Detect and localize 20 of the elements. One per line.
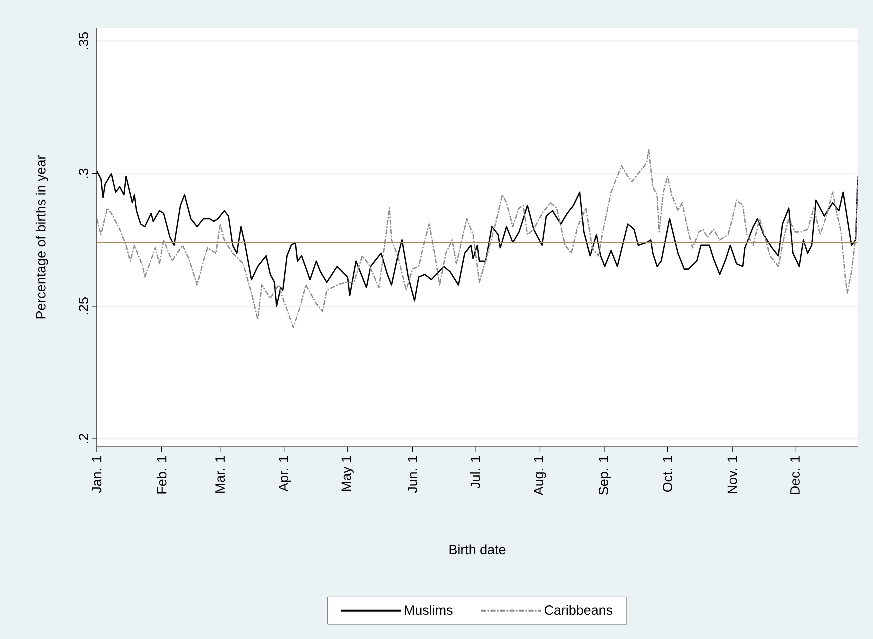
legend-label: Muslims <box>405 605 453 616</box>
x-tick-label: Mar. 1 <box>216 456 226 494</box>
y-tick-label: .2 <box>79 434 88 444</box>
x-tick-label: Jan. 1 <box>92 456 102 494</box>
x-tick-label: Sep. 1 <box>598 456 612 496</box>
y-tick-label: .3 <box>78 168 88 178</box>
x-tick-label: Aug. 1 <box>534 456 546 496</box>
x-tick-label: May 1 <box>342 456 354 492</box>
x-axis-title: Birth date <box>450 544 506 555</box>
y-tick-label: .35 <box>78 32 88 50</box>
y-axis-title: Percentage of births in year <box>36 156 48 319</box>
x-tick-label: Feb. 1 <box>156 456 167 494</box>
x-tick-label: Nov. 1 <box>728 456 738 494</box>
x-tick-label: Apr. 1 <box>279 456 292 492</box>
legend-label: Caribbeans <box>544 605 613 616</box>
x-tick-label: Jun. 1 <box>408 456 418 494</box>
x-tick-label: Jul. 1 <box>470 456 480 489</box>
x-tick-label: Oct. 1 <box>662 456 673 492</box>
x-tick-label: Dec. 1 <box>790 456 800 495</box>
y-tick-label: .25 <box>78 298 88 315</box>
